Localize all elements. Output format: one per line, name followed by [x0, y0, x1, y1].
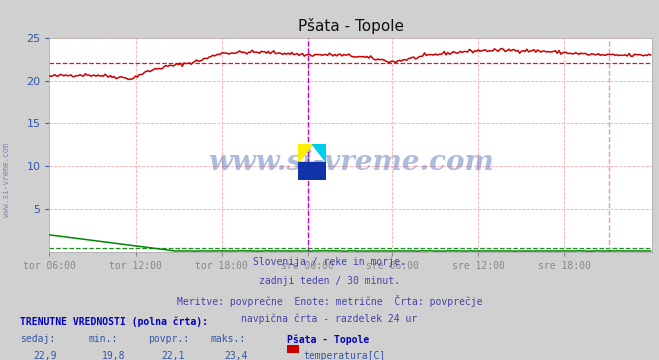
Polygon shape [298, 144, 312, 162]
Text: maks.:: maks.: [211, 334, 246, 344]
Text: 22,1: 22,1 [161, 351, 185, 360]
Polygon shape [312, 144, 326, 162]
Text: www.si-vreme.com: www.si-vreme.com [208, 149, 494, 176]
Polygon shape [298, 162, 326, 180]
Text: Pšata - Topole: Pšata - Topole [287, 334, 369, 345]
Text: Meritve: povprečne  Enote: metrične  Črta: povprečje: Meritve: povprečne Enote: metrične Črta:… [177, 295, 482, 307]
Text: 23,4: 23,4 [224, 351, 248, 360]
Text: sedaj:: sedaj: [20, 334, 55, 344]
Text: navpična črta - razdelek 24 ur: navpična črta - razdelek 24 ur [241, 314, 418, 324]
Text: www.si-vreme.com: www.si-vreme.com [2, 143, 11, 217]
Text: povpr.:: povpr.: [148, 334, 189, 344]
Text: zadnji teden / 30 minut.: zadnji teden / 30 minut. [259, 276, 400, 286]
Text: min.:: min.: [89, 334, 119, 344]
Title: Pšata - Topole: Pšata - Topole [298, 18, 404, 34]
Text: temperatura[C]: temperatura[C] [304, 351, 386, 360]
Text: TRENUTNE VREDNOSTI (polna črta):: TRENUTNE VREDNOSTI (polna črta): [20, 317, 208, 327]
Text: 19,8: 19,8 [102, 351, 126, 360]
Text: Slovenija / reke in morje.: Slovenija / reke in morje. [253, 257, 406, 267]
Text: 22,9: 22,9 [33, 351, 57, 360]
